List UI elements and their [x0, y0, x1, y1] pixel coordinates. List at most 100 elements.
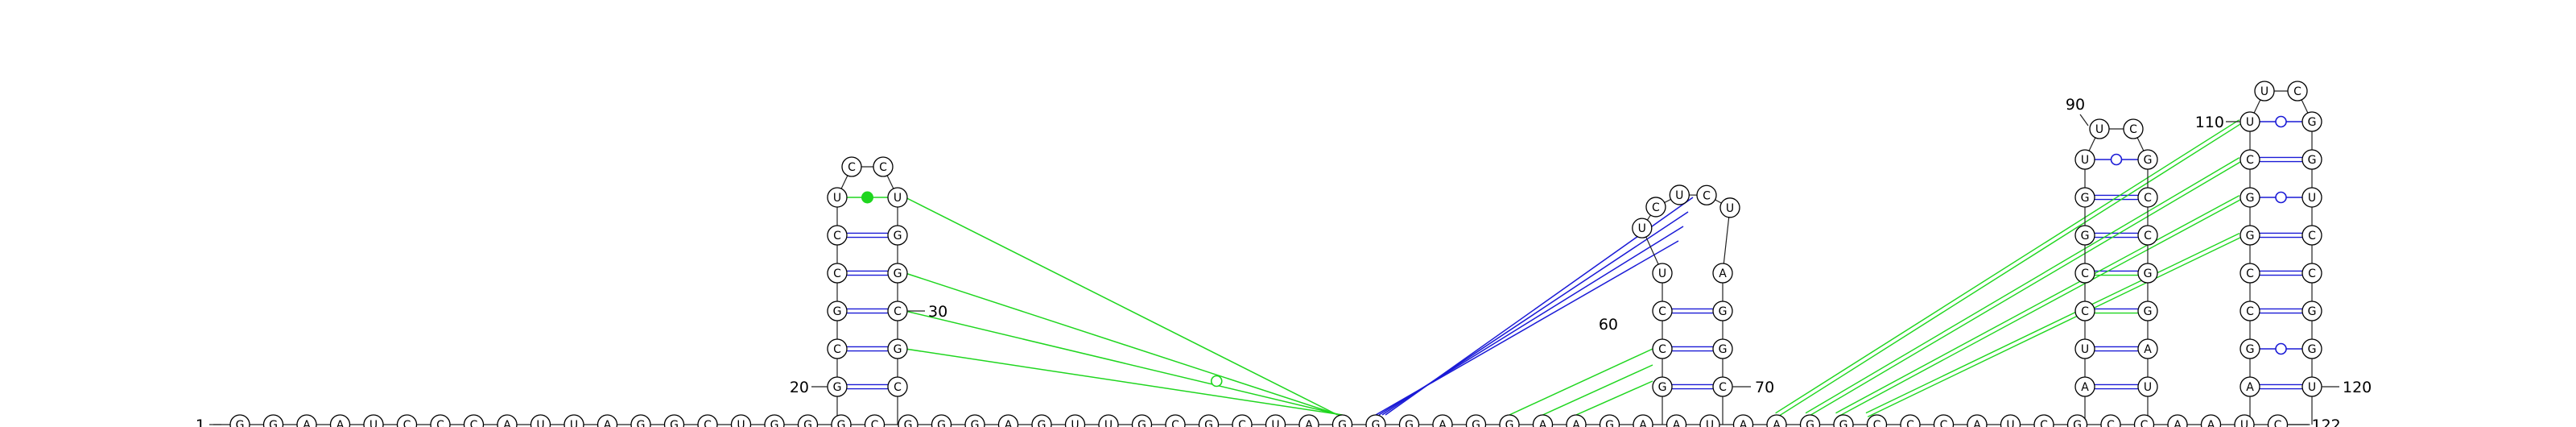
nucleotide-letter: U [894, 192, 902, 205]
nucleotide-letter: U [1726, 202, 1734, 215]
nucleotide-letter: A [1439, 419, 1447, 427]
nucleotide-letter: C [1238, 419, 1246, 427]
wobble-pair-marker [2276, 117, 2286, 127]
nucleotide-letter: U [1675, 189, 1683, 202]
nucleotide-letter: C [2144, 192, 2152, 205]
nucleotide-letter: A [2246, 381, 2254, 394]
nucleotide: C [1713, 377, 1732, 396]
nucleotide: G [898, 415, 918, 427]
nucleotide: G [1400, 415, 1419, 427]
nucleotide: U [2090, 119, 2109, 139]
nucleotide-letter: A [1673, 419, 1681, 427]
nucleotide-letter: C [403, 419, 411, 427]
nucleotide-letter: C [1906, 419, 1914, 427]
nucleotide-letter: C [1658, 343, 1666, 356]
nucleotide-letter: A [1005, 419, 1013, 427]
nucleotide: G [1032, 415, 1051, 427]
nucleotide-letter: A [303, 419, 311, 427]
nucleotide-letter: C [1171, 419, 1179, 427]
nucleotide-letter: C [833, 267, 841, 280]
nucleotide: G [631, 415, 650, 427]
nucleotide-letter: G [2073, 419, 2082, 427]
nucleotide: G [799, 415, 818, 427]
nucleotide: A [1767, 415, 1786, 427]
nucleotide: U [2075, 150, 2095, 169]
nucleotide-letter: A [1973, 419, 1981, 427]
nucleotide-letter: G [2246, 230, 2255, 243]
nucleotide: G [1500, 415, 1519, 427]
nucleotide-letter: U [737, 419, 745, 427]
nucleotide: C [1232, 415, 1252, 427]
wobble-pair-marker [2276, 344, 2286, 354]
nucleotide: A [999, 415, 1018, 427]
nucleotide: G [1333, 415, 1352, 427]
nucleotide: A [1534, 415, 1553, 427]
nucleotide: A [331, 415, 350, 427]
nucleotide: G [1199, 415, 1219, 427]
nucleotide-letter: G [833, 305, 842, 318]
nucleotide-letter: C [704, 419, 712, 427]
position-label: 30 [928, 303, 947, 321]
backbone [213, 91, 2312, 425]
nucleotide: C [888, 301, 907, 321]
nucleotide: U [2001, 415, 2021, 427]
nucleotide: G [1801, 415, 1820, 427]
nucleotide: G [2068, 415, 2087, 427]
nucleotide-letter: A [336, 419, 345, 427]
nucleotide: G [2240, 226, 2260, 245]
nucleotide-letter: G [837, 419, 846, 427]
nucleotide: C [865, 415, 885, 427]
nucleotide: G [2240, 188, 2260, 207]
nucleotide-letter: G [894, 343, 902, 356]
nucleotide-letter: G [1338, 419, 1347, 427]
nucleotide-letter: G [1405, 419, 1414, 427]
nucleotide: C [1868, 415, 1887, 427]
nucleotide: G [2240, 339, 2260, 359]
nucleotide-letter: C [2081, 305, 2089, 318]
nucleotide: C [464, 415, 484, 427]
nucleotide: U [828, 188, 847, 207]
position-labels: 1104050801002030607090110120122 [196, 96, 2372, 427]
nucleotide-letter: C [2107, 419, 2115, 427]
nucleotide: C [2124, 119, 2143, 139]
nucleotide-letter: A [1719, 267, 1727, 280]
nucleotide-letter: C [2274, 419, 2282, 427]
nucleotide-letter: U [2240, 419, 2248, 427]
nucleotide-letter: G [937, 419, 946, 427]
nucleotide: A [2168, 415, 2187, 427]
nucleotide: G [832, 415, 851, 427]
position-label: 122 [2312, 417, 2341, 427]
nucleotide-letter: A [1539, 419, 1547, 427]
nucleotide: G [888, 263, 907, 283]
pseudoknot-link [906, 349, 1343, 415]
nucleotide-letter: G [2308, 154, 2317, 167]
nucleotide: G [828, 301, 847, 321]
nucleotide: C [2302, 226, 2322, 245]
nucleotide: C [888, 377, 907, 396]
nucleotide-letter: C [2081, 267, 2089, 280]
nucleotide: U [1670, 185, 1689, 205]
position-label: 1 [196, 417, 205, 427]
nucleotide-letter: C [2246, 305, 2254, 318]
nucleotide: C [1697, 185, 1716, 205]
pseudoknot-marker [1212, 376, 1222, 387]
nucleotide-letter: G [236, 419, 245, 427]
nucleotide-letter: U [1706, 419, 1714, 427]
nucleotide-letter: G [1372, 419, 1381, 427]
wobble-pair-marker [2112, 155, 2122, 165]
nucleotide: G [2075, 226, 2095, 245]
nucleotide: U [2302, 377, 2322, 396]
nucleotide-letter: C [2308, 230, 2316, 243]
nucleotide-letter: C [2144, 230, 2152, 243]
nucleotide: U [888, 188, 907, 207]
nucleotide-letter: G [2246, 343, 2255, 356]
nucleotide-letter: G [2144, 267, 2153, 280]
nucleotide: C [828, 226, 847, 245]
pseudoknot-link [1835, 196, 2239, 413]
nucleotide: G [230, 415, 250, 427]
nucleotide-letter: U [2308, 192, 2316, 205]
nucleotides: G CC GG CC GC GU UC CG CC GC GU AUCU CUA UU AC GC GG CG CU… [230, 81, 2322, 427]
nucleotide: A [1967, 415, 1987, 427]
pseudoknot-link [1576, 381, 1653, 415]
